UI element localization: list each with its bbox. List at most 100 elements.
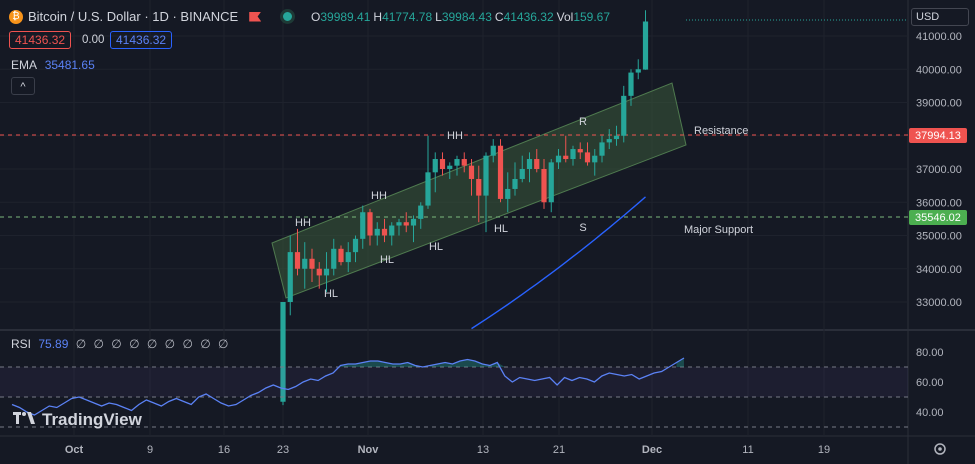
collapse-legend-button[interactable]: ^ (11, 77, 35, 95)
rsi-tick: 80.00 (916, 347, 944, 359)
candle (396, 218, 402, 236)
price-tick: 33000.00 (916, 297, 962, 309)
price-tick: 36000.00 (916, 197, 962, 209)
price-tick: 34000.00 (916, 264, 962, 276)
rsi-tick: 60.00 (916, 377, 944, 389)
price-tag: 37994.13 (909, 128, 967, 143)
time-tick: 13 (477, 444, 489, 456)
candle (447, 162, 453, 179)
bid-price-box[interactable]: 41436.32 (9, 31, 72, 49)
ohlc-vol: Vol159.67 (556, 10, 611, 24)
flag-icon[interactable] (249, 11, 262, 22)
rsi-label: RSI (11, 337, 32, 351)
price-tick: 40000.00 (916, 64, 962, 76)
price-tick: 35000.00 (916, 231, 962, 243)
ask-price-box[interactable]: 41436.32 (110, 31, 173, 49)
symbol-header[interactable]: ₿ Bitcoin / U.S. Dollar · 1D · BINANCE (9, 9, 296, 24)
settings-gear-icon[interactable] (934, 443, 946, 455)
time-tick: 23 (277, 444, 289, 456)
candle (483, 152, 489, 233)
resistance-text: Resistance (694, 125, 748, 137)
candle (635, 59, 641, 80)
candle (628, 69, 634, 106)
candle (497, 139, 504, 203)
rsi-line (11, 357, 685, 416)
currency-select[interactable]: USD (911, 8, 969, 26)
time-tick: Nov (358, 444, 380, 456)
candle (541, 159, 547, 209)
ohlc-l: L39984.43 (435, 10, 492, 24)
candle (570, 145, 576, 166)
candle (584, 142, 591, 166)
time-tick: Oct (65, 444, 84, 456)
candle (403, 212, 409, 233)
candle (642, 10, 649, 70)
time-tick: 9 (147, 444, 153, 456)
candle (352, 235, 359, 263)
candle (490, 139, 496, 163)
price-tag: 35546.02 (909, 210, 967, 225)
candle (381, 218, 388, 243)
svg-text:35546.02: 35546.02 (915, 212, 961, 224)
candle (526, 152, 533, 183)
bitcoin-icon: ₿ (9, 9, 23, 24)
rsi-axis[interactable]: 80.00 60.00 40.00 (916, 347, 944, 419)
symbol-title: Bitcoin / U.S. Dollar · 1D · BINANCE (28, 9, 239, 24)
candle (316, 262, 322, 289)
candle (367, 208, 373, 246)
annotation-hh: HH (295, 217, 311, 229)
time-tick: 16 (218, 444, 230, 456)
candle (345, 242, 351, 273)
price-tick: 41000.00 (916, 31, 962, 43)
candle (577, 142, 583, 160)
ema-line (471, 196, 646, 330)
candle (548, 159, 554, 213)
annotation-hl: HL (494, 223, 508, 235)
annotations-layer: HH HL HH HL HL HH HL R S (295, 116, 587, 300)
rsi-tick: 40.00 (916, 407, 944, 419)
candle (555, 149, 562, 169)
support-text: Major Support (684, 224, 753, 236)
time-tick: 21 (553, 444, 565, 456)
candle (461, 152, 467, 173)
candle (476, 165, 482, 223)
rsi-legend[interactable]: RSI 75.89 ∅ ∅ ∅ ∅ ∅ ∅ ∅ ∅ ∅ (11, 337, 230, 351)
candle (360, 205, 366, 249)
time-tick: Dec (642, 444, 662, 456)
price-tick: 37000.00 (916, 164, 962, 176)
rsi-placeholders: ∅ ∅ ∅ ∅ ∅ ∅ ∅ ∅ ∅ (75, 337, 231, 351)
candle (389, 222, 395, 246)
rsi-overbought-fill (340, 358, 684, 367)
candle (592, 149, 598, 176)
time-tick: 19 (818, 444, 830, 456)
annotation-s: S (579, 222, 586, 234)
time-tick: 11 (742, 444, 753, 456)
candle (287, 235, 293, 316)
candle (338, 245, 344, 266)
candle (374, 222, 380, 246)
candles-layer (280, 10, 649, 406)
candle (432, 152, 438, 193)
ema-label: EMA (11, 58, 37, 72)
tradingview-logo-icon (13, 412, 35, 424)
candle (563, 135, 569, 163)
candle (410, 215, 417, 243)
candle (309, 248, 315, 283)
time-axis[interactable]: Oct 9 16 23 Nov 13 21 Dec 11 19 (65, 444, 830, 456)
annotation-hl: HL (380, 254, 394, 266)
annotation-r: R (579, 116, 587, 128)
candle (331, 238, 337, 276)
candle (613, 125, 620, 146)
price-axis[interactable]: 41000.0040000.0039000.0038000.0037000.00… (909, 31, 967, 309)
annotation-hh: HH (371, 190, 387, 202)
candle (599, 135, 605, 163)
candle (519, 155, 525, 183)
annotation-hl: HL (324, 288, 338, 300)
ema-legend[interactable]: EMA 35481.65 (11, 58, 95, 72)
grid-lines (0, 0, 908, 436)
rsi-value: 75.89 (38, 337, 69, 351)
spread-value: 0.00 (82, 34, 105, 46)
candle (323, 252, 330, 293)
candle (454, 155, 460, 176)
